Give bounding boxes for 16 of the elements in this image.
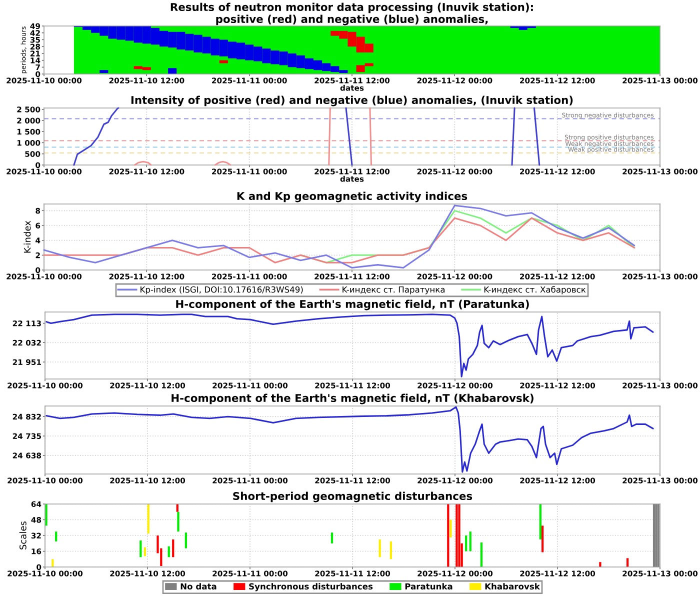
legend-label: Synchronous disturbances [249, 583, 373, 592]
chart-title: H-component of the Earth's magnetic field, nT (Paratunka) [176, 300, 529, 310]
legend-label: K-индекс ст. Хабаровск [484, 286, 586, 294]
legend-label: Kp-index (ISGI, DOI:10.17616/R3WS49) [140, 286, 303, 294]
legend-label: K-индекс ст. Паратунка [342, 286, 445, 294]
y-axis-title: K-index [24, 220, 31, 253]
chart-title: K and Kp geomagnetic activity indices [237, 192, 468, 202]
legend-label: No data [180, 583, 216, 590]
chart-subtitle: positive (red) and negative (blue) anomalies, [216, 14, 488, 26]
legend-label: Paratunka [405, 583, 452, 590]
chart-title: Intensity of positive (red) and negative (blue) anomalies, (Inuvik station) [131, 96, 573, 106]
chart-title: Short-period geomagnetic disturbances [233, 492, 472, 502]
legend-label: Khabarovsk [485, 583, 540, 590]
chart-title: Results of neutron monitor data processing (Inuvik station): [170, 2, 533, 14]
y-axis-title: Scales [19, 521, 26, 550]
chart-title: H-component of the Earth's magnetic field, nT (Khabarovsk) [172, 394, 534, 404]
